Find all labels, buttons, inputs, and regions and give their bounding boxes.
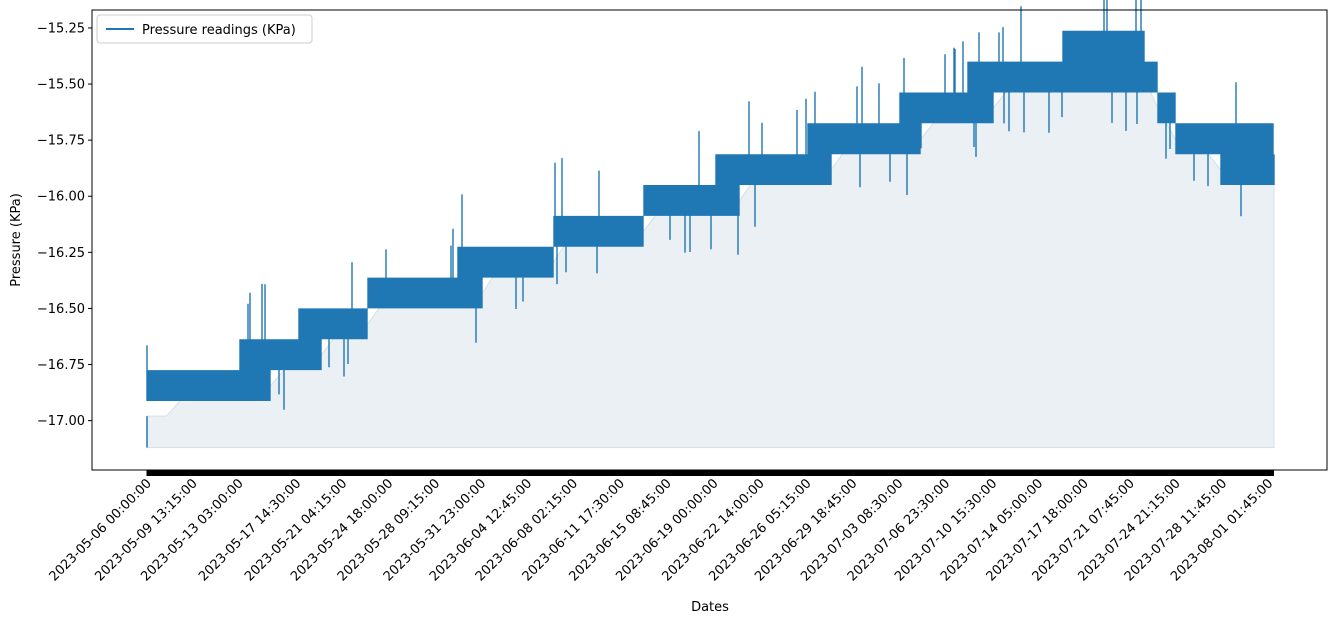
legend-box: [96, 14, 313, 44]
y-tick-label: −15.25: [37, 21, 85, 36]
series-band: [146, 0, 1275, 410]
x-dense-ticks: [147, 470, 1274, 476]
legend-label: Pressure readings (KPa): [142, 23, 296, 38]
y-tick-label: −16.75: [37, 358, 85, 373]
y-tick-label: −17.00: [37, 414, 85, 429]
series-line-pressure: [146, 0, 1275, 448]
y-axis-label: Pressure (KPa): [9, 193, 24, 287]
x-axis-label: Dates: [691, 600, 729, 615]
y-axis-ticks: −15.25 −15.50 −15.75 −16.00 −16.25 −16.50 −16.…: [37, 21, 92, 429]
y-tick-label: −16.50: [37, 302, 85, 317]
y-tick-label: −16.00: [37, 190, 85, 205]
y-tick-label: −15.75: [37, 134, 85, 149]
legend: Pressure readings (KPa): [96, 14, 313, 44]
y-tick-label: −15.50: [37, 78, 85, 93]
y-tick-label: −16.25: [37, 246, 85, 261]
